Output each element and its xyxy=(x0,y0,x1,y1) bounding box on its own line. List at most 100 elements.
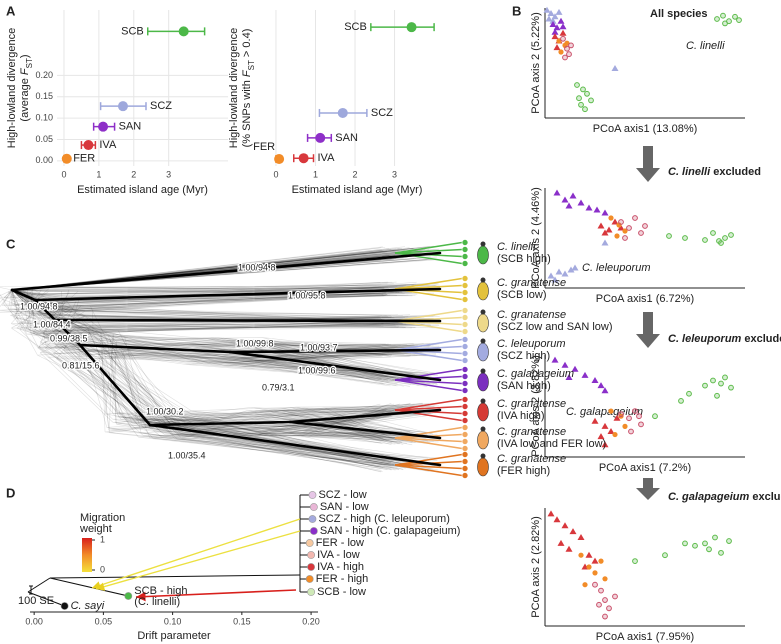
point xyxy=(662,552,668,559)
taxon-group: (IVA high) xyxy=(497,410,545,422)
point xyxy=(582,582,588,588)
tip-dot xyxy=(461,445,469,452)
x-tick-label: 1 xyxy=(96,169,101,179)
beetle-head xyxy=(480,338,486,344)
tip-dot xyxy=(305,539,314,547)
point xyxy=(597,433,605,440)
taxon-name: C. granatense xyxy=(497,309,566,321)
beetle-head xyxy=(480,309,486,315)
point xyxy=(714,392,720,399)
branch xyxy=(78,343,232,354)
point xyxy=(638,230,644,236)
point xyxy=(569,528,577,535)
y-axis-label: (% SNPs with FST > 0.4) xyxy=(241,29,256,148)
gene-tree xyxy=(11,248,427,471)
arrow xyxy=(636,312,660,348)
point xyxy=(337,107,348,118)
point xyxy=(597,222,605,229)
taxon-name: C. galapageium xyxy=(497,368,574,380)
point xyxy=(614,233,620,239)
point xyxy=(586,564,592,570)
tip-dot xyxy=(305,575,314,583)
point xyxy=(652,413,658,420)
point xyxy=(666,233,672,239)
point xyxy=(592,581,598,588)
point xyxy=(608,215,614,221)
point xyxy=(553,24,561,31)
point xyxy=(597,382,605,389)
gene-tree xyxy=(11,248,425,466)
x-tick-label: 0.00 xyxy=(25,616,43,626)
point xyxy=(553,189,561,196)
tip-dot xyxy=(461,336,469,343)
y-axis-label-part: ST xyxy=(247,60,256,70)
support-value: 1.00/30.2 xyxy=(146,406,184,416)
tip-dot xyxy=(461,373,469,380)
tip-label: IVA - low xyxy=(317,549,360,561)
point xyxy=(602,613,608,620)
beetle-head xyxy=(480,241,486,247)
point xyxy=(726,538,732,544)
tip-fan xyxy=(394,248,463,254)
gene-tree xyxy=(11,256,431,467)
point xyxy=(274,153,285,164)
point xyxy=(557,539,565,546)
panel-title-part: C. galapageium xyxy=(668,491,750,503)
tip-dot xyxy=(309,527,318,535)
taxon-name: C. granatense xyxy=(497,426,566,438)
y-axis-label: PCoA axis 2 (4.46%) xyxy=(530,187,542,289)
branch xyxy=(53,318,82,347)
point xyxy=(718,549,724,556)
point xyxy=(578,101,584,108)
point xyxy=(722,374,728,381)
beetle-icon xyxy=(477,402,489,422)
tip-note: (C. linelli) xyxy=(134,596,180,608)
point xyxy=(710,230,716,236)
point-label: SCZ xyxy=(150,100,172,112)
point-label: SCB xyxy=(121,25,144,37)
tip-label: FER - high xyxy=(316,573,369,585)
point xyxy=(551,356,559,363)
tip-fan xyxy=(394,241,463,254)
point-label: FER xyxy=(253,141,275,153)
point xyxy=(712,534,718,541)
tip-dot xyxy=(461,357,469,364)
tip-dot xyxy=(461,307,469,314)
point xyxy=(558,49,564,55)
point xyxy=(686,390,692,397)
branch xyxy=(27,577,51,593)
point xyxy=(638,421,644,428)
panel-title-part: excluded xyxy=(749,491,781,503)
gene-trees xyxy=(0,245,441,473)
point xyxy=(598,587,604,594)
point xyxy=(543,6,551,13)
point xyxy=(632,215,638,221)
point xyxy=(593,206,601,213)
x-tick-label: 2 xyxy=(131,169,136,179)
point xyxy=(560,35,566,42)
x-tick-label: 0 xyxy=(273,169,278,179)
x-tick-label: 0 xyxy=(61,169,66,179)
point xyxy=(549,17,557,24)
x-tick-label: 2 xyxy=(353,169,358,179)
tip-dot xyxy=(309,503,318,511)
taxon-group: (SCZ low and SAN low) xyxy=(497,321,613,333)
branch xyxy=(49,577,129,597)
tip-label: SAN - high (C. galapageium) xyxy=(320,525,461,537)
tip-dot xyxy=(461,296,469,303)
gene-tree xyxy=(11,247,437,472)
tip-label: IVA - high xyxy=(317,561,364,573)
tip-label: C. sayi xyxy=(71,600,105,612)
tip-dot xyxy=(461,380,469,387)
point-label: SCB xyxy=(344,21,367,33)
tip-fan xyxy=(394,453,463,466)
gene-tree xyxy=(11,247,436,465)
beetle-head xyxy=(480,398,486,404)
y-axis-label-part: ST xyxy=(25,58,34,68)
y-axis-label: High-lowland divergence xyxy=(6,28,18,148)
y-axis-label-part: > 0.4) xyxy=(241,29,253,61)
beetle-head xyxy=(480,368,486,374)
tip-fan xyxy=(394,379,463,385)
x-axis-label: PCoA axis1 (13.08%) xyxy=(593,123,698,135)
